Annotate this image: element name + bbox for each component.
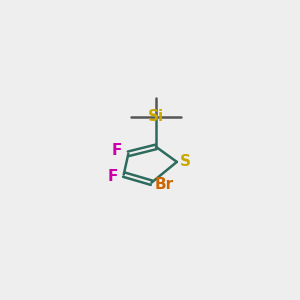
Text: Si: Si bbox=[148, 109, 164, 124]
Text: F: F bbox=[107, 169, 118, 184]
Text: Br: Br bbox=[154, 178, 174, 193]
Text: S: S bbox=[180, 154, 191, 169]
Text: F: F bbox=[112, 143, 122, 158]
